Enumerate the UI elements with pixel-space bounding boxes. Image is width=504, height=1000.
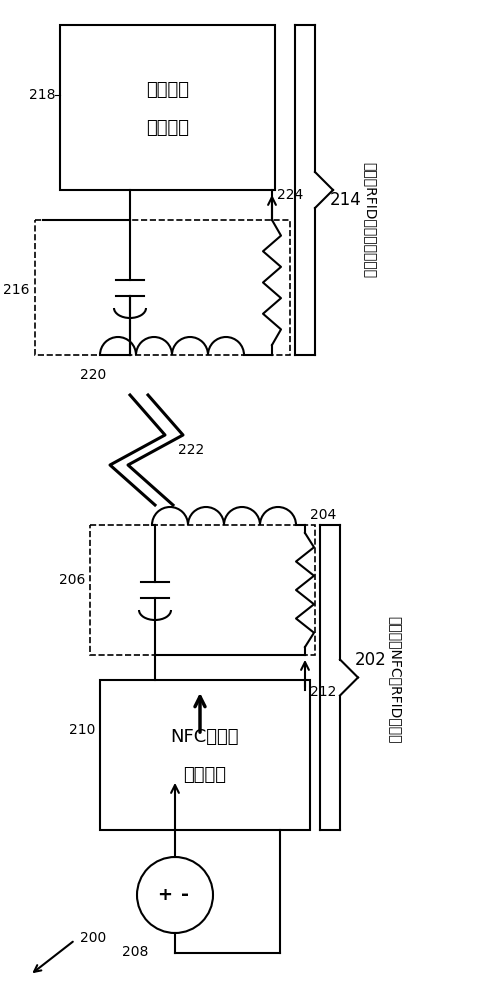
Text: 发起方：NFC或RFID收发机: 发起方：NFC或RFID收发机 [388, 616, 402, 744]
Bar [100, 680, 310, 830]
Text: 控制电路: 控制电路 [146, 118, 189, 136]
Text: 216: 216 [4, 283, 30, 297]
Text: NFC收发机: NFC收发机 [171, 728, 239, 746]
Text: 218: 218 [29, 88, 55, 102]
Text: 208: 208 [122, 945, 148, 959]
Text: 目标：RFID标签或远程单元: 目标：RFID标签或远程单元 [363, 162, 377, 278]
Text: 212: 212 [310, 685, 336, 699]
Bar [90, 525, 315, 655]
Bar [60, 25, 275, 190]
Text: 202: 202 [355, 651, 387, 669]
Text: 220: 220 [80, 368, 106, 382]
Text: -: - [181, 886, 189, 904]
Text: 214: 214 [330, 191, 362, 209]
Text: +: + [157, 886, 172, 904]
Text: 远程单元: 远程单元 [146, 81, 189, 99]
Text: 224: 224 [277, 188, 303, 202]
Text: 222: 222 [178, 443, 204, 457]
Bar [35, 220, 290, 355]
Text: 200: 200 [80, 931, 106, 945]
Text: 206: 206 [58, 573, 85, 587]
Text: 204: 204 [310, 508, 336, 522]
Text: 控制电路: 控制电路 [183, 766, 226, 784]
Text: 210: 210 [69, 723, 95, 737]
